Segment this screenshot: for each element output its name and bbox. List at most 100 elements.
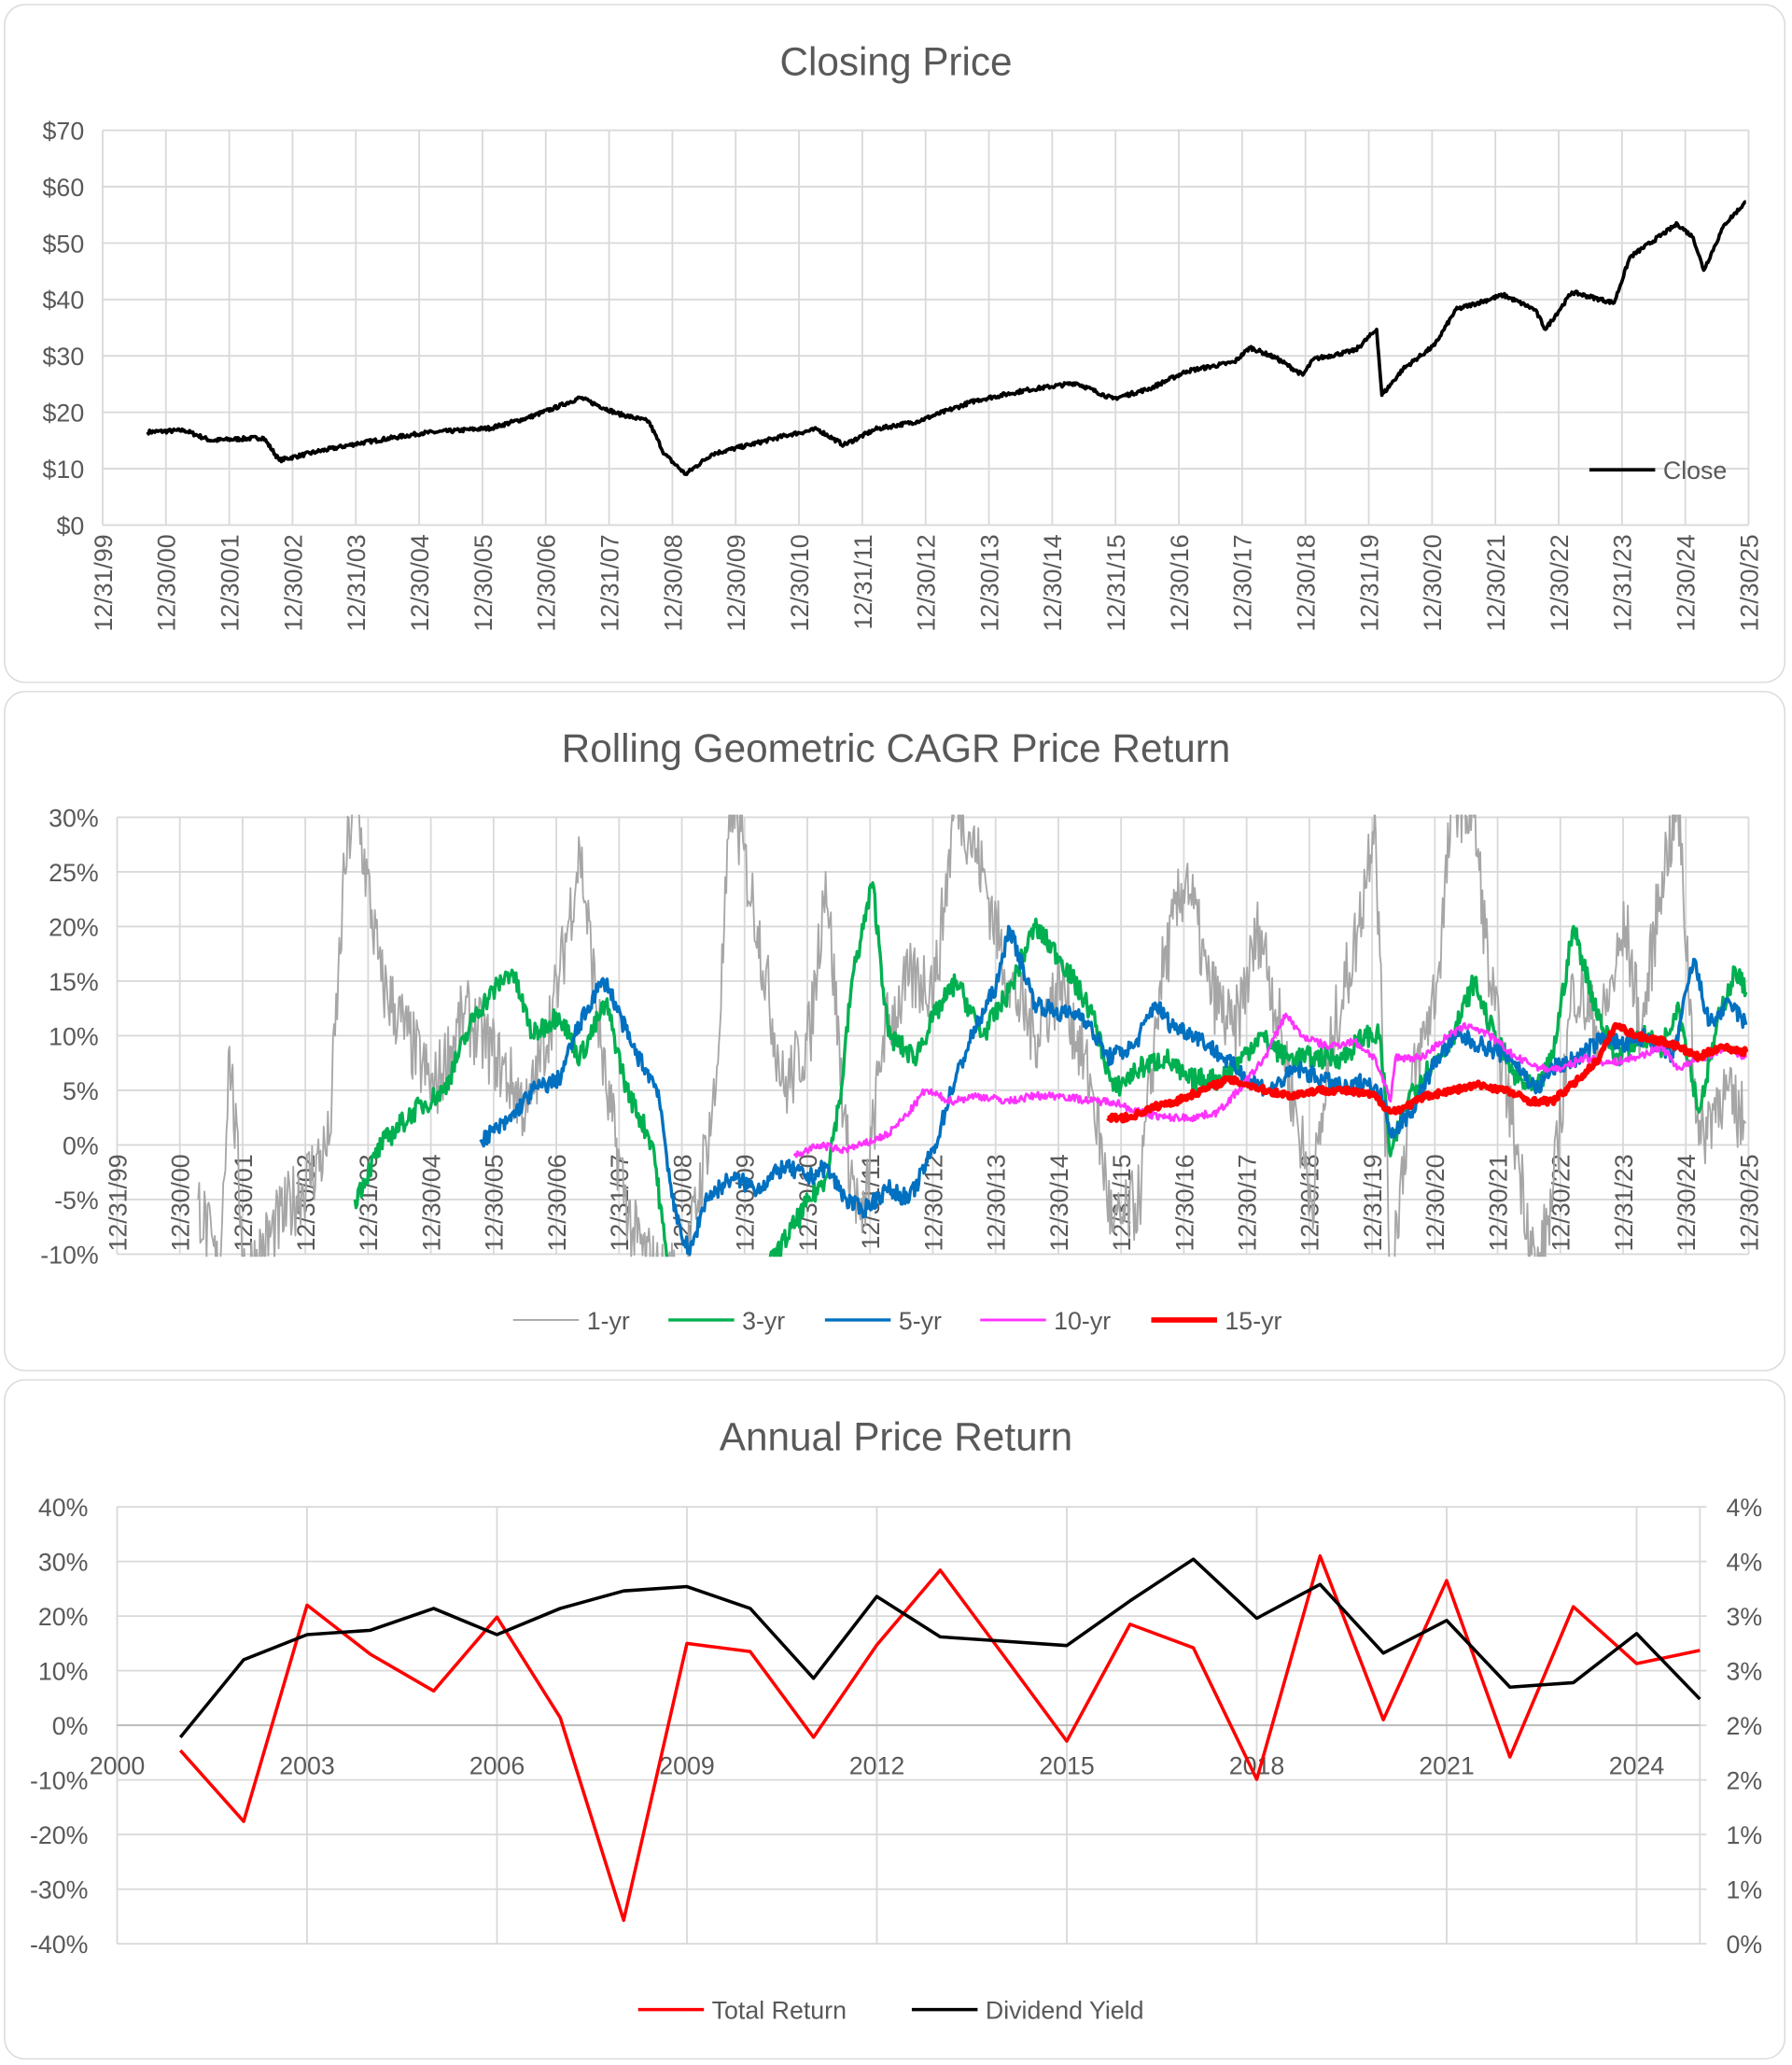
y2-tick-label: 4% xyxy=(1727,1494,1763,1522)
y-tick-label: 30% xyxy=(49,804,99,832)
x-tick-label: 12/30/10 xyxy=(786,534,814,631)
x-tick-label: 12/31/99 xyxy=(104,1154,132,1251)
legend-item-10-yr: 10-yr xyxy=(980,1307,1111,1335)
x-tick-label: 12/30/00 xyxy=(167,1154,195,1251)
y-tick-label: 20% xyxy=(38,1603,89,1631)
x-tick-label: 2006 xyxy=(469,1751,525,1779)
x-tick-label: 2003 xyxy=(279,1751,335,1779)
y-tick-label: -40% xyxy=(30,1931,88,1959)
y-tick-label: $10 xyxy=(43,456,85,484)
annual-return-chart-card xyxy=(4,1379,1785,2060)
y2-tick-label: 2% xyxy=(1727,1712,1763,1740)
x-tick-label: 12/30/20 xyxy=(1421,1154,1449,1251)
x-tick-label: 12/30/02 xyxy=(279,534,307,631)
y-tick-label: 5% xyxy=(63,1077,99,1105)
legend-item-total-return: Total Return xyxy=(637,1996,847,2024)
y-tick-label: -20% xyxy=(30,1821,88,1849)
legend-item-3-yr: 3-yr xyxy=(668,1307,785,1335)
x-tick-label: 2024 xyxy=(1609,1751,1665,1779)
legend-label: Close xyxy=(1663,457,1727,485)
series-line-1-yr xyxy=(197,814,1747,1257)
x-tick-label: 12/31/19 xyxy=(1359,1154,1387,1251)
x-tick-label: 12/30/01 xyxy=(216,534,244,631)
legend-label: Total Return xyxy=(712,1996,847,2024)
x-tick-label: 12/30/04 xyxy=(406,534,434,631)
x-tick-label: 12/31/23 xyxy=(1609,534,1637,631)
x-tick-label: 12/31/15 xyxy=(1102,534,1130,631)
x-tick-label: 2012 xyxy=(849,1751,905,1779)
x-tick-label: 12/30/06 xyxy=(533,534,561,631)
x-tick-label: 12/30/21 xyxy=(1484,1154,1512,1251)
series-line-15-yr xyxy=(1106,1021,1749,1124)
x-tick-label: 12/31/03 xyxy=(343,534,371,631)
series-line-10-yr xyxy=(792,1012,1748,1159)
closing-price-chart-card xyxy=(4,4,1785,683)
x-tick-label: 12/31/23 xyxy=(1610,1154,1638,1251)
x-tick-label: 12/30/24 xyxy=(1673,534,1701,631)
legend-item-close: Close xyxy=(1589,457,1727,485)
series-line-dividend-yield xyxy=(178,1557,1701,1739)
x-tick-label: 12/30/08 xyxy=(659,534,687,631)
x-tick-label: 12/31/15 xyxy=(1108,1154,1136,1251)
series-line-total-return xyxy=(178,1553,1701,1922)
x-tick-label: 12/30/17 xyxy=(1234,1154,1262,1251)
x-tick-label: 12/31/07 xyxy=(595,534,623,631)
x-tick-label: 12/30/14 xyxy=(1039,534,1067,631)
y2-tick-label: 4% xyxy=(1727,1548,1763,1576)
x-tick-label: 12/30/09 xyxy=(722,534,750,631)
x-tick-label: 12/30/05 xyxy=(469,534,497,631)
legend-label: 1-yr xyxy=(587,1307,630,1335)
series-line-3-yr xyxy=(353,880,1748,1257)
x-tick-label: 12/30/16 xyxy=(1166,534,1194,631)
x-tick-label: 12/30/25 xyxy=(1735,534,1763,631)
x-tick-label: 12/30/01 xyxy=(230,1154,258,1251)
y2-tick-label: 3% xyxy=(1727,1657,1763,1685)
y-tick-label: 25% xyxy=(49,859,99,887)
x-tick-label: 12/30/21 xyxy=(1482,534,1510,631)
legend-item-5-yr: 5-yr xyxy=(824,1307,942,1335)
y-tick-label: $70 xyxy=(43,117,85,145)
legend-label: 5-yr xyxy=(899,1307,942,1335)
x-tick-label: 12/30/14 xyxy=(1045,1154,1073,1251)
y-tick-label: 20% xyxy=(49,913,99,941)
y2-tick-label: 3% xyxy=(1727,1603,1763,1631)
y-tick-label: $30 xyxy=(43,343,85,371)
series-line-5-yr xyxy=(479,924,1748,1257)
x-tick-label: 2021 xyxy=(1419,1751,1475,1779)
x-tick-label: 12/30/06 xyxy=(543,1154,571,1251)
x-tick-label: 12/31/11 xyxy=(849,534,877,629)
chart-title: Closing Price xyxy=(779,39,1012,83)
y-tick-label: $0 xyxy=(56,512,84,540)
x-tick-label: 12/30/18 xyxy=(1296,1154,1324,1251)
x-tick-label: 12/30/13 xyxy=(975,534,1003,631)
chart-2: Annual Price Return -40% -30% -20% -10% 0% 10%… xyxy=(30,1414,1762,2024)
legend-item-1-yr: 1-yr xyxy=(512,1307,630,1335)
y-tick-label: -10% xyxy=(30,1766,88,1794)
y-tick-label: 10% xyxy=(49,1022,99,1050)
y-tick-label: $20 xyxy=(43,400,85,428)
x-tick-label: 12/30/05 xyxy=(481,1154,509,1251)
y-tick-label: -10% xyxy=(40,1241,98,1269)
x-tick-label: 12/30/24 xyxy=(1673,1154,1701,1251)
y-tick-label: $40 xyxy=(43,287,85,315)
x-tick-label: 12/30/12 xyxy=(913,534,941,631)
x-tick-label: 12/30/13 xyxy=(983,1154,1011,1251)
chart-title: Rolling Geometric CAGR Price Return xyxy=(562,726,1231,770)
y-tick-label: -5% xyxy=(54,1187,99,1215)
y-tick-label: 10% xyxy=(38,1657,89,1685)
legend-label: 3-yr xyxy=(742,1307,785,1335)
legend-item-15-yr: 15-yr xyxy=(1151,1307,1281,1335)
x-tick-label: 12/31/99 xyxy=(90,534,118,631)
x-tick-label: 12/30/00 xyxy=(153,534,181,631)
y-tick-label: -30% xyxy=(30,1875,88,1903)
y-tick-label: $50 xyxy=(43,230,85,258)
chart-title: Annual Price Return xyxy=(720,1414,1072,1458)
legend-label: 10-yr xyxy=(1054,1307,1111,1335)
x-tick-label: 12/30/16 xyxy=(1170,1154,1198,1251)
y-tick-label: 40% xyxy=(38,1494,89,1522)
chart-0: Closing Price $0 $10 $20 $30 $40 $50 $60 $70 12/3… xyxy=(43,39,1764,631)
x-tick-label: 12/30/22 xyxy=(1546,534,1574,631)
y-tick-label: $60 xyxy=(43,174,85,202)
